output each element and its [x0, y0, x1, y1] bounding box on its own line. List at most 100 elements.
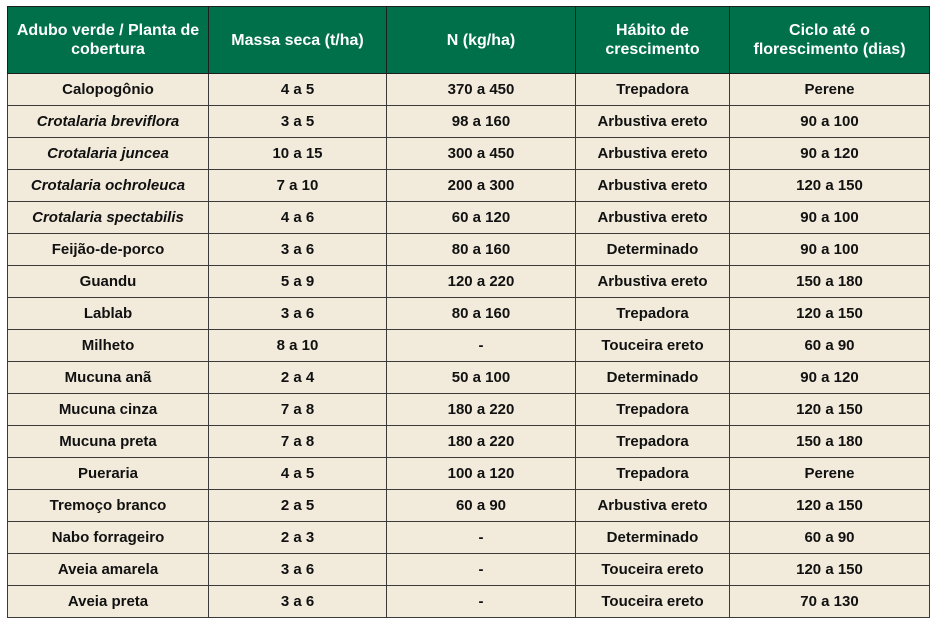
cell-habito: Arbustiva ereto — [575, 105, 730, 138]
cell-habito: Determinado — [575, 521, 730, 554]
cell-nitrogenio: 98 a 160 — [386, 105, 576, 138]
table-row: Crotalaria spectabilis 4 a 6 60 a 120 Arbus… — [7, 201, 930, 234]
table-body: Calopogônio 4 a 5 370 a 450 Trepadora Perene… — [7, 73, 930, 618]
table-row: Crotalaria juncea 10 a 15 300 a 450 Arbusti… — [7, 137, 930, 170]
cell-nitrogenio: - — [386, 329, 576, 362]
cell-massa-seca: 7 a 8 — [208, 425, 387, 458]
cell-ciclo: 150 a 180 — [729, 265, 930, 298]
cell-ciclo: 120 a 150 — [729, 297, 930, 330]
cell-massa-seca: 3 a 6 — [208, 233, 387, 266]
cell-massa-seca: 3 a 5 — [208, 105, 387, 138]
cell-nitrogenio: 100 a 120 — [386, 457, 576, 490]
table-row: Aveia amarela 3 a 6- Touceira ereto 120 a 1… — [7, 553, 930, 586]
table-row: Calopogônio 4 a 5 370 a 450 Trepadora Perene — [7, 73, 930, 106]
cell-planta: Feijão-de-porco — [7, 233, 209, 266]
cell-ciclo: 70 a 130 — [729, 585, 930, 618]
cell-ciclo: 60 a 90 — [729, 329, 930, 362]
cell-massa-seca: 3 a 6 — [208, 297, 387, 330]
cell-ciclo: 90 a 100 — [729, 201, 930, 234]
cell-nitrogenio: 370 a 450 — [386, 73, 576, 106]
cell-habito: Touceira ereto — [575, 553, 730, 586]
cell-ciclo: 150 a 180 — [729, 425, 930, 458]
cell-ciclo: 120 a 150 — [729, 489, 930, 522]
cell-nitrogenio: 80 a 160 — [386, 233, 576, 266]
cell-planta: Crotalaria juncea — [7, 137, 209, 170]
cell-planta: Crotalaria ochroleuca — [7, 169, 209, 202]
cell-planta: Lablab — [7, 297, 209, 330]
cover-crops-table: Adubo verde / Planta de cobertura Massa … — [7, 6, 930, 618]
table-container: Adubo verde / Planta de cobertura Massa … — [7, 6, 930, 618]
header-nitrogenio: N (kg/ha) — [386, 6, 576, 74]
cell-massa-seca: 7 a 10 — [208, 169, 387, 202]
cell-ciclo: Perene — [729, 457, 930, 490]
cell-massa-seca: 3 a 6 — [208, 553, 387, 586]
table-row: Milheto 8 a 10- Touceira ereto 60 a 90 — [7, 329, 930, 362]
cell-habito: Arbustiva ereto — [575, 265, 730, 298]
cell-ciclo: 120 a 150 — [729, 553, 930, 586]
cell-nitrogenio: 300 a 450 — [386, 137, 576, 170]
cell-planta: Aveia preta — [7, 585, 209, 618]
cell-ciclo: 90 a 100 — [729, 233, 930, 266]
cell-nitrogenio: 200 a 300 — [386, 169, 576, 202]
cell-ciclo: 120 a 150 — [729, 169, 930, 202]
cell-planta: Mucuna preta — [7, 425, 209, 458]
cell-planta: Mucuna anã — [7, 361, 209, 394]
table-row: Mucuna anã 2 a 4 50 a 100 Determinado 90 a 1… — [7, 361, 930, 394]
cell-ciclo: 90 a 120 — [729, 137, 930, 170]
table-row: Guandu 5 a 9 120 a 220 Arbustiva ereto 150 a… — [7, 265, 930, 298]
table-row: Tremoço branco 2 a 5 60 a 90 Arbustiva eret… — [7, 489, 930, 522]
cell-nitrogenio: 120 a 220 — [386, 265, 576, 298]
table-row: Crotalaria ochroleuca 7 a 10 200 a 300 Arbu… — [7, 169, 930, 202]
cell-habito: Trepadora — [575, 73, 730, 106]
cell-ciclo: Perene — [729, 73, 930, 106]
cell-planta: Mucuna cinza — [7, 393, 209, 426]
cell-planta: Pueraria — [7, 457, 209, 490]
cell-habito: Arbustiva ereto — [575, 169, 730, 202]
cell-planta: Crotalaria breviflora — [7, 105, 209, 138]
cell-massa-seca: 3 a 6 — [208, 585, 387, 618]
table-row: Aveia preta 3 a 6- Touceira ereto 70 a 130 — [7, 585, 930, 618]
cell-massa-seca: 2 a 4 — [208, 361, 387, 394]
cell-habito: Arbustiva ereto — [575, 137, 730, 170]
header-habito: Hábito de crescimento — [575, 6, 730, 74]
cell-massa-seca: 10 a 15 — [208, 137, 387, 170]
cell-planta: Calopogônio — [7, 73, 209, 106]
cell-habito: Trepadora — [575, 425, 730, 458]
cell-massa-seca: 4 a 5 — [208, 457, 387, 490]
cell-planta: Milheto — [7, 329, 209, 362]
header-planta: Adubo verde / Planta de cobertura — [7, 6, 209, 74]
cell-planta: Aveia amarela — [7, 553, 209, 586]
table-row: Pueraria 4 a 5 100 a 120 Trepadora Perene — [7, 457, 930, 490]
cell-massa-seca: 8 a 10 — [208, 329, 387, 362]
cell-nitrogenio: 50 a 100 — [386, 361, 576, 394]
cell-habito: Trepadora — [575, 297, 730, 330]
cell-habito: Trepadora — [575, 457, 730, 490]
cell-nitrogenio: 60 a 120 — [386, 201, 576, 234]
cell-nitrogenio: - — [386, 553, 576, 586]
cell-massa-seca: 2 a 3 — [208, 521, 387, 554]
cell-habito: Trepadora — [575, 393, 730, 426]
cell-massa-seca: 5 a 9 — [208, 265, 387, 298]
cell-habito: Determinado — [575, 361, 730, 394]
cell-planta: Crotalaria spectabilis — [7, 201, 209, 234]
cell-nitrogenio: 80 a 160 — [386, 297, 576, 330]
cell-planta: Nabo forrageiro — [7, 521, 209, 554]
table-row: Crotalaria breviflora 3 a 5 98 a 160 Arbust… — [7, 105, 930, 138]
cell-habito: Touceira ereto — [575, 585, 730, 618]
cell-ciclo: 90 a 120 — [729, 361, 930, 394]
cell-massa-seca: 4 a 6 — [208, 201, 387, 234]
cell-nitrogenio: - — [386, 521, 576, 554]
cell-planta: Tremoço branco — [7, 489, 209, 522]
table-row: Nabo forrageiro 2 a 3- Determinado 60 a 90 — [7, 521, 930, 554]
table-row: Lablab 3 a 6 80 a 160 Trepadora 120 a 150 — [7, 297, 930, 330]
table-row: Mucuna preta 7 a 8 180 a 220 Trepadora 150 a… — [7, 425, 930, 458]
header-massa-seca: Massa seca (t/ha) — [208, 6, 387, 74]
cell-nitrogenio: 60 a 90 — [386, 489, 576, 522]
table-row: Mucuna cinza 7 a 8 180 a 220 Trepadora 120 a… — [7, 393, 930, 426]
cell-planta: Guandu — [7, 265, 209, 298]
header-ciclo: Ciclo até o florescimento (dias) — [729, 6, 930, 74]
cell-habito: Arbustiva ereto — [575, 201, 730, 234]
cell-nitrogenio: 180 a 220 — [386, 393, 576, 426]
cell-habito: Touceira ereto — [575, 329, 730, 362]
cell-ciclo: 60 a 90 — [729, 521, 930, 554]
